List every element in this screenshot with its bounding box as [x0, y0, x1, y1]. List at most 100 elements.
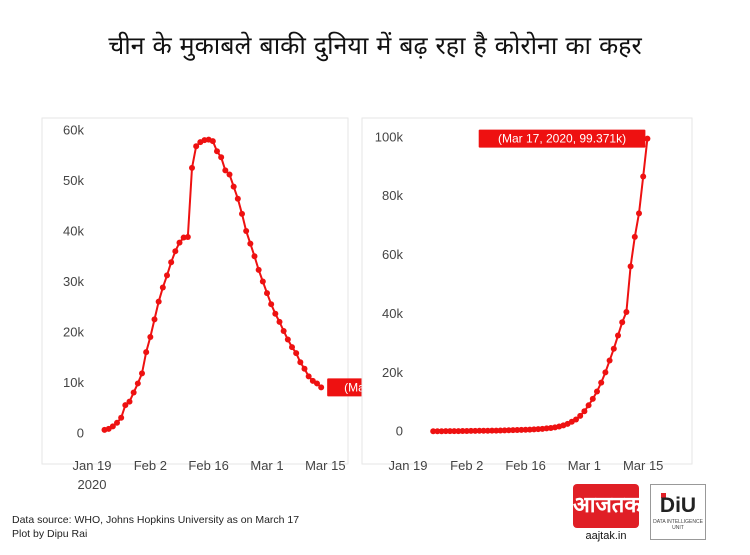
x-tick-label: Mar 1 — [250, 458, 283, 473]
data-point — [239, 210, 245, 217]
data-point — [251, 253, 258, 260]
data-point — [297, 359, 304, 366]
chart-panel-2: 0 20k 40k 60k 80k 100k Jan 19 Feb 2 Feb 16 Mar 1 M… — [361, 117, 693, 473]
data-point — [589, 395, 596, 402]
data-point — [114, 419, 120, 426]
data-point — [318, 384, 325, 391]
x-tick-label: Jan 19 — [72, 458, 111, 473]
data-point — [284, 336, 291, 343]
data-point — [247, 240, 254, 247]
data-point — [585, 402, 592, 409]
data-point — [510, 427, 516, 434]
data-point — [301, 365, 308, 372]
data-point — [610, 345, 617, 352]
data-point — [255, 266, 262, 273]
y-tick-label: 0 — [396, 424, 403, 439]
data-point — [573, 416, 579, 423]
x-tick-label: Feb 16 — [188, 458, 228, 473]
x-tick-label: Feb 2 — [450, 458, 483, 473]
data-point — [581, 408, 588, 415]
data-point — [438, 428, 445, 435]
aajtak-logo[interactable]: आजतक aajtak.in — [573, 484, 641, 544]
y-tick-label: 40k — [63, 224, 84, 239]
data-point — [594, 388, 600, 395]
data-point — [259, 278, 266, 285]
data-point — [147, 334, 154, 340]
data-point — [209, 138, 216, 145]
x-tick-year-label: 2020 — [78, 477, 107, 492]
data-point — [455, 428, 462, 435]
data-point — [480, 427, 487, 434]
diu-logo-dot — [661, 493, 666, 498]
y-tick-label: 60k — [382, 247, 403, 262]
data-point — [526, 426, 533, 433]
y-tick-label: 30k — [63, 274, 84, 289]
data-point — [230, 183, 237, 190]
data-point — [226, 171, 233, 178]
data-point — [484, 427, 491, 434]
data-point — [155, 298, 162, 305]
data-point — [468, 427, 474, 434]
diu-logo-text: DiU — [659, 494, 697, 517]
annotation-label: (Mar 17, 2020, 99.371k) — [498, 132, 626, 146]
data-point — [314, 380, 320, 387]
y-tick-label: 60k — [63, 123, 84, 138]
data-point — [615, 332, 621, 339]
data-point — [109, 423, 116, 430]
data-point — [268, 301, 275, 308]
data-point — [289, 344, 295, 351]
data-point — [122, 402, 129, 409]
data-point — [602, 369, 609, 376]
data-point — [522, 426, 529, 433]
plot-credit-note: Plot by Dipu Rai — [12, 528, 88, 540]
data-point — [293, 350, 300, 357]
data-point — [644, 135, 651, 142]
data-point — [234, 195, 241, 202]
data-point — [272, 310, 279, 317]
diu-logo[interactable]: DiU DATA INTELLIGENCE UNIT — [650, 484, 706, 540]
data-point — [459, 428, 466, 435]
y-tick-label: 0 — [77, 425, 84, 440]
data-point — [434, 428, 441, 435]
data-point — [442, 428, 449, 435]
data-point — [159, 284, 166, 291]
x-tick-label: Feb 2 — [134, 458, 167, 473]
data-point — [218, 154, 225, 161]
data-point — [168, 259, 175, 266]
y-tick-label: 80k — [382, 188, 403, 203]
x-tick-label: Mar 15 — [305, 458, 345, 473]
data-point — [505, 427, 512, 434]
data-point — [151, 316, 158, 323]
aajtak-logo-mark: आजतक — [573, 484, 641, 528]
data-point — [430, 428, 437, 435]
data-point — [577, 412, 584, 419]
data-point — [139, 370, 145, 377]
x-tick-label: Mar 15 — [623, 458, 663, 473]
data-point — [489, 427, 495, 434]
data-point — [276, 318, 283, 325]
data-point — [472, 427, 479, 434]
data-point — [222, 167, 229, 174]
data-point — [463, 427, 470, 434]
data-point — [497, 427, 504, 434]
data-point — [598, 379, 605, 386]
plot-frame — [41, 117, 349, 465]
data-point — [451, 428, 458, 435]
data-point — [636, 210, 642, 217]
y-tick-label: 50k — [63, 173, 84, 188]
y-tick-label: 100k — [375, 129, 404, 144]
data-point — [118, 414, 125, 421]
data-point — [176, 239, 183, 246]
data-point — [623, 308, 630, 315]
footer-notes: Data source: WHO, Johns Hopkins Universi… — [12, 513, 299, 541]
data-source-note: Data source: WHO, Johns Hopkins Universi… — [12, 514, 300, 526]
data-point — [214, 148, 220, 155]
data-point — [493, 427, 500, 434]
y-tick-label: 20k — [63, 324, 84, 339]
data-point — [126, 398, 133, 405]
data-point — [184, 234, 191, 241]
diu-logo-subtitle: DATA INTELLIGENCE UNIT — [653, 519, 703, 531]
data-point — [143, 349, 150, 356]
x-tick-label: Mar 1 — [568, 458, 601, 473]
